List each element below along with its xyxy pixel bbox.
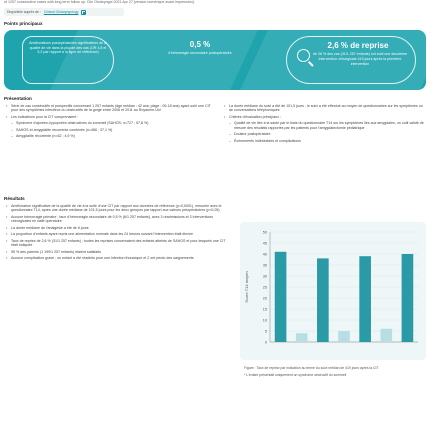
list-item: Critères d'évaluation principaux : [224,115,426,120]
y-tick-label: 40 [263,252,267,256]
y-tick-label: 20 [263,296,267,300]
list-item: Événements indésirables et complications [224,139,426,144]
journal-link[interactable]: Clinical Otolaryngology [43,9,79,14]
y-tick-label: 15 [263,307,267,311]
key-point-text: d'hémorragie secondaire postopératoire [168,51,232,56]
key-point-text: de 26 % des cas (31/1 257 enfants) ont s… [313,52,407,66]
list-item: Douleur postopératoire [224,132,426,137]
list-item: 95 % des parents (1 199/1 257 enfants) é… [6,250,232,255]
bar [359,256,371,342]
presentation-right-column: La durée médiane du suivi a été de 101,5… [224,104,426,145]
y-tick-label: 35 [263,263,267,267]
key-point-value: 0,5 % [189,40,211,49]
external-link-icon[interactable] [81,9,87,15]
list-item: La durée médiane de l'analgésie a été de… [6,226,232,231]
y-tick-label: 0 [265,340,267,344]
list-item: La durée médiane du suivi a été de 101,5… [224,104,426,113]
key-points-banner: Améliorations postopératoires significat… [4,30,426,90]
key-point-quality-of-life: Améliorations postopératoires significat… [22,36,114,84]
magnifier-icon [297,49,310,62]
bar [401,254,414,342]
presentation-title: Présentation [4,96,32,101]
bar [380,328,393,342]
key-point-value: 2,6 % de reprise [327,41,389,50]
chart-svg: Score T14 moyen 0 5 10 15 20 25 30 35 40 45 50 [244,230,418,344]
figure-footnote: * L'enfant présentait uniquement un synd… [244,373,347,378]
list-item: Aucune hémorragie primaire ; taux d'hémo… [6,215,232,224]
list-item: Amélioration significative de la qualité… [6,204,232,213]
y-tick-label: 45 [263,241,267,245]
figure-caption: Figure : Taux de reprise par indication … [244,366,379,370]
reoperation-chart: Score T14 moyen 0 5 10 15 20 25 30 35 40 45 50 [240,222,426,360]
key-point-hemorrhage: 0,5 % d'hémorragie secondaire postopérat… [150,36,250,84]
list-item: Qualité de vie liée à la santé par le bi… [224,121,426,130]
y-tick-label: 5 [265,329,267,333]
list-item: Taux de reprise de 2,6 % (31/1 257 enfan… [6,239,232,248]
bar [295,333,308,342]
list-item: SAHOS et amygdalite récurrente combinés … [6,128,216,133]
list-item: Les indications pour la CIT comprenaient… [6,115,216,120]
key-point-reoperation: 2,6 % de reprise de 26 % des cas (31/1 2… [286,36,416,84]
key-points-title: Points principaux [4,21,43,26]
figure-caption-block: Figure : Taux de reprise par indication … [244,366,426,378]
bar [317,258,329,342]
y-tick-label: 25 [263,285,267,289]
availability-label: Disponible auprès de : [7,9,41,14]
results-title: Résultats [4,196,25,201]
key-point-text: Améliorations postopératoires significat… [29,41,107,55]
y-tick-label: 10 [263,318,267,322]
list-item: Amygdalite récurrente (n=62 ; 4,9 %) [6,134,216,139]
list-item: Syndrome d'apnées-hypopnées obstructives… [6,121,216,126]
list-item: Aucune complication grave ; un enfant a … [6,256,232,261]
y-tick-label: 50 [263,230,267,234]
list-item: La proportion d'enfants ayant repris une… [6,232,232,237]
reference-line: of 1257 consecutive cases with long term… [4,0,195,4]
bar [274,251,287,342]
y-axis-label: Score T14 moyen [244,271,249,303]
availability-bar: Disponible auprès de : Clinical Otolaryn… [4,8,124,16]
y-tick-label: 30 [263,274,267,278]
results-column: Amélioration significative de la qualité… [6,204,232,263]
presentation-left-column: Série de cas consécutifs et prospectifs … [6,104,216,141]
bar [338,331,350,342]
list-item: Série de cas consécutifs et prospectifs … [6,104,216,113]
